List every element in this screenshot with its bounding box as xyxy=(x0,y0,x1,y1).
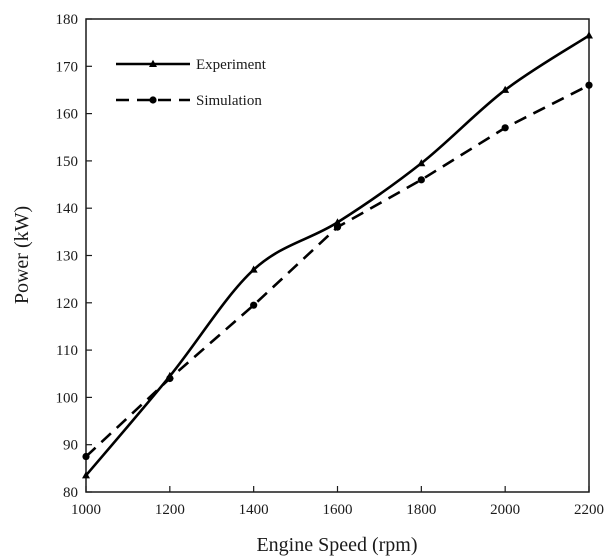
series-line-simulation xyxy=(85,84,590,458)
marker-simulation xyxy=(417,176,425,184)
y-tick-label: 80 xyxy=(63,485,78,501)
x-axis-title: Engine Speed (rpm) xyxy=(256,534,417,556)
y-axis-title: Power (kW) xyxy=(11,206,33,304)
marker-experiment xyxy=(249,265,258,273)
x-tick-label: 2200 xyxy=(574,502,604,518)
y-tick-label: 120 xyxy=(56,296,79,312)
x-tick-label: 1400 xyxy=(239,502,269,518)
marker-simulation xyxy=(166,374,174,383)
marker-experiment xyxy=(333,218,342,226)
marker-experiment xyxy=(82,471,90,479)
y-tick-label: 160 xyxy=(56,107,79,123)
y-tick-label: 90 xyxy=(63,438,78,454)
marker-simulation xyxy=(82,452,90,461)
legend-marker-experiment xyxy=(149,59,157,67)
marker-simulation xyxy=(501,124,509,132)
marker-simulation xyxy=(333,223,342,231)
marker-experiment xyxy=(417,159,426,167)
marker-simulation xyxy=(250,301,258,309)
legend-label-simulation: Simulation xyxy=(196,93,262,109)
x-tick-label: 1000 xyxy=(71,502,101,518)
marker-experiment xyxy=(585,31,593,39)
y-tick-label: 150 xyxy=(56,154,79,170)
y-tick-label: 140 xyxy=(56,201,79,217)
legend-label-experiment: Experiment xyxy=(196,57,267,73)
legend-marker-simulation xyxy=(149,96,157,104)
marker-simulation xyxy=(585,81,593,89)
y-tick-label: 170 xyxy=(56,59,79,75)
y-tick-label: 110 xyxy=(56,343,78,359)
x-tick-label: 1800 xyxy=(406,502,436,518)
y-tick-label: 100 xyxy=(56,390,79,406)
x-tick-label: 1600 xyxy=(323,502,353,518)
x-tick-label: 1200 xyxy=(155,502,185,518)
plot-frame xyxy=(85,18,590,493)
series-line-experiment xyxy=(85,34,590,477)
marker-experiment xyxy=(501,85,510,93)
y-tick-label: 180 xyxy=(56,12,79,28)
y-tick-label: 130 xyxy=(56,249,79,265)
x-tick-label: 2000 xyxy=(490,502,520,518)
